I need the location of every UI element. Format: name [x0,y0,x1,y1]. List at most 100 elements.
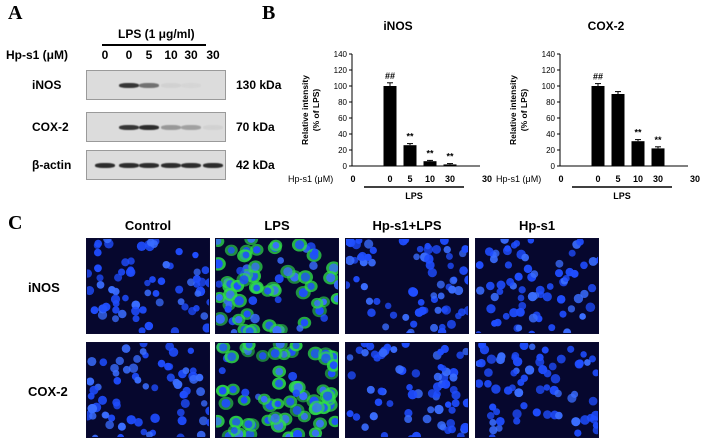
nucleus [427,267,437,278]
nucleus [444,426,452,435]
nucleus [193,268,201,276]
nucleus [430,323,439,332]
nucleus [515,324,523,332]
x-tick-label: 10 [425,174,435,184]
nucleus [518,286,526,294]
nucleus [87,377,95,386]
panel-c-letter: C [8,212,23,234]
nucleus [309,261,318,271]
nucleus [436,280,445,289]
nucleus [520,374,529,382]
nucleus [175,248,183,256]
nucleus [370,350,379,359]
nucleus [292,429,303,437]
nucleus [441,306,448,313]
nucleus [189,374,199,384]
blot-band [161,163,181,168]
nucleus [99,358,108,367]
nucleus [580,351,587,358]
nucleus [580,261,588,270]
nucleus [298,288,308,298]
nucleus [500,239,509,244]
nucleus [166,373,175,382]
nucleus [250,313,260,324]
nucleus [384,302,392,310]
nucleus [205,406,209,416]
nucleus [138,327,146,333]
nucleus [496,355,505,365]
x-tick-label: 0 [387,174,392,184]
nucleus [196,387,206,397]
nucleus [432,382,442,392]
nucleus [275,367,284,376]
nucleus [404,415,413,424]
fluorescence-image [475,238,599,334]
nucleus [300,272,311,282]
nucleus [513,417,521,425]
nucleus [576,359,584,368]
nucleus [206,298,209,306]
nucleus [456,432,465,437]
nucleus [504,261,513,269]
x-tick-label: 5 [407,174,412,184]
bar [611,94,625,166]
blot-band [161,125,181,130]
nucleus [121,258,130,267]
nucleus [320,314,328,322]
nucleus [346,410,354,418]
nucleus [457,308,466,317]
nucleus [299,391,308,401]
y-tick-label: 60 [546,114,555,123]
nucleus [541,346,549,354]
lps-concentration-label: LPS (1 μg/ml) [118,27,195,41]
nucleus [196,430,206,437]
nucleus [113,377,122,385]
group-label: LPS [613,191,631,201]
nucleus [205,278,209,288]
nucleus [568,249,576,257]
nucleus [411,431,422,437]
nucleus [96,281,105,289]
x-tick-label: 10 [633,174,643,184]
nucleus [407,328,415,333]
nucleus [574,429,582,437]
nucleus [232,417,241,427]
nucleus [449,276,458,285]
nucleus [93,248,102,257]
nucleus [199,416,208,426]
nucleus [588,256,598,266]
nucleus [589,415,598,424]
nucleus [524,365,535,375]
nucleus [140,428,148,436]
nucleus [365,297,374,305]
nucleus [584,359,591,366]
blot-band [181,125,201,130]
fluorescence-image [345,342,469,438]
blot-membrane [86,112,226,142]
x-tick-label: 0 [595,174,600,184]
nucleus [373,297,381,305]
nucleus [464,275,468,285]
blot-band [119,163,139,168]
nucleus [406,384,413,391]
nucleus [427,406,435,414]
nucleus [382,323,390,331]
nucleus [518,301,527,310]
nucleus [476,379,484,388]
nucleus [410,320,418,328]
image-row-label: COX-2 [28,384,68,399]
nucleus [128,363,139,373]
nucleus [170,327,180,333]
nucleus [144,321,154,331]
nucleus [134,418,143,427]
nucleus [441,379,451,389]
nucleus [286,397,295,406]
nucleus [288,371,298,381]
nucleus [595,256,598,264]
nucleus [94,264,102,273]
molecular-weight-label: 70 kDa [236,120,275,134]
nucleus [270,413,280,423]
y-axis-label: Relative intensity [508,75,518,145]
nucleus [118,268,126,276]
nucleus [274,274,284,284]
